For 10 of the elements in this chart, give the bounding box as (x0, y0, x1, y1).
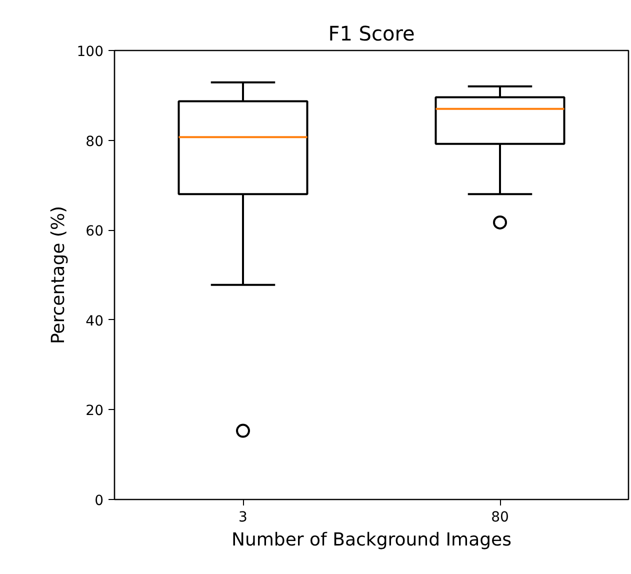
y-tick-label: 60 (86, 224, 104, 240)
y-axis-title: Percentage (%) (48, 206, 69, 344)
y-tick-label: 100 (76, 44, 104, 60)
y-tick-label: 20 (86, 403, 104, 420)
chart-title: F1 Score (328, 22, 415, 46)
y-tick-label: 80 (86, 134, 104, 150)
x-axis-title: Number of Background Images (232, 530, 512, 550)
y-tick-label: 40 (86, 313, 104, 330)
y-tick-label: 0 (94, 493, 104, 509)
x-tick-label: 3 (238, 510, 248, 526)
